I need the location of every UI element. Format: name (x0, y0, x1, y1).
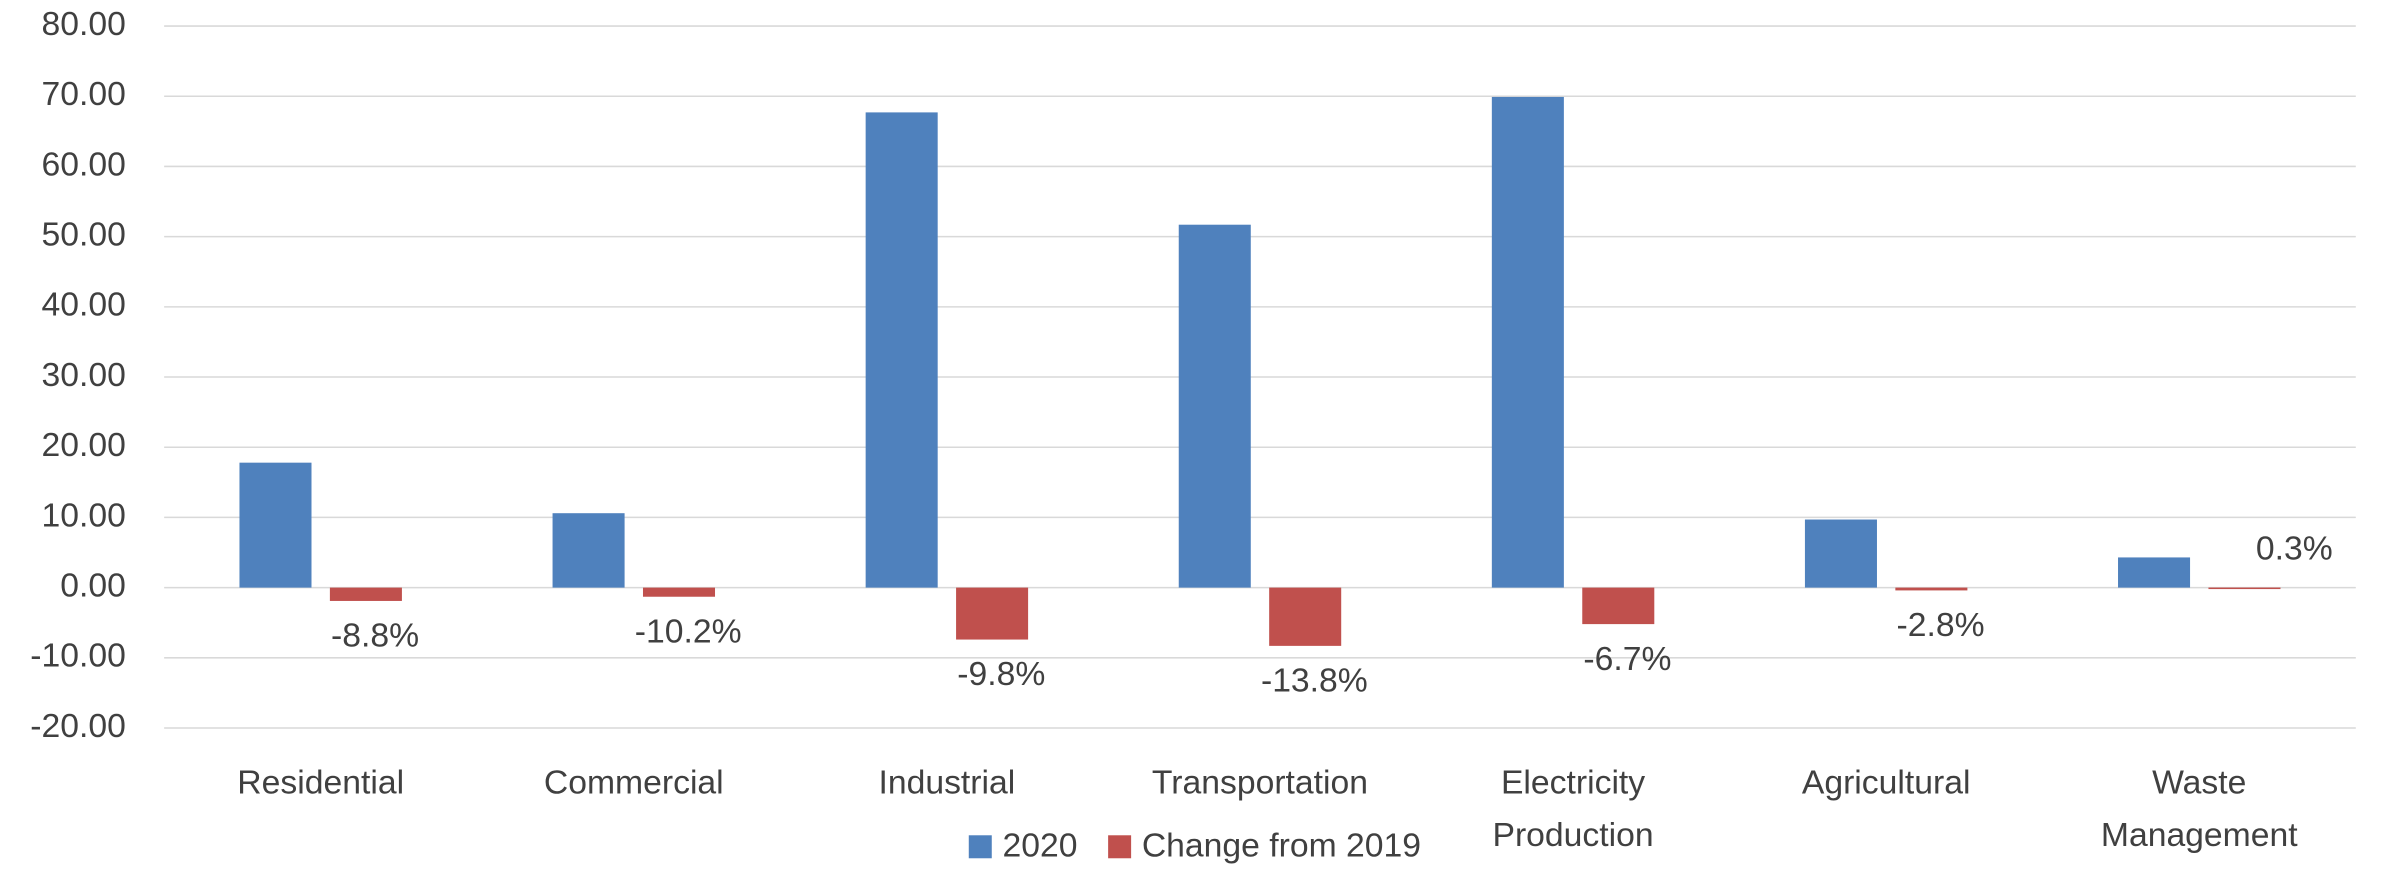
bar-annotation: 0.3% (2256, 530, 2333, 568)
bar (1582, 587, 1655, 625)
y-tick-label: -10.00 (30, 637, 126, 675)
y-tick-label: -20.00 (30, 707, 126, 745)
bar (1895, 587, 1968, 591)
legend-swatch (1108, 835, 1132, 859)
bar-annotation: -10.2% (635, 612, 742, 650)
bar-annotation: -6.7% (1583, 640, 1671, 678)
bar-annotation: -2.8% (1897, 606, 1985, 644)
y-tick-label: 50.00 (41, 216, 125, 254)
bar-annotation: -13.8% (1261, 662, 1368, 700)
bar (1178, 224, 1251, 588)
bar (329, 587, 402, 601)
y-tick-label: 0.00 (60, 567, 126, 605)
x-tick-label-line: Production (1492, 816, 1653, 854)
x-tick-label: Commercial (544, 764, 724, 802)
y-tick-label: 20.00 (41, 426, 125, 464)
bar (956, 587, 1029, 640)
bar (239, 462, 312, 588)
x-tick-label-line: Waste (2152, 764, 2246, 802)
bar (865, 112, 938, 588)
x-tick-label: Industrial (878, 764, 1015, 802)
y-tick-label: 70.00 (41, 75, 125, 113)
x-tick-label: Agricultural (1802, 764, 1971, 802)
y-tick-label: 40.00 (41, 286, 125, 324)
bar (1804, 519, 1877, 588)
x-tick-label-line: Electricity (1501, 764, 1645, 802)
y-tick-label: 30.00 (41, 356, 125, 394)
legend-swatch (968, 835, 992, 859)
x-tick-label: Transportation (1152, 764, 1368, 802)
x-tick-label-line: Management (2101, 816, 2298, 854)
bar-annotation: -8.8% (331, 617, 419, 655)
bar (642, 587, 716, 597)
bar-annotation: -9.8% (957, 655, 1045, 693)
y-tick-label: 80.00 (41, 5, 125, 43)
y-tick-label: 60.00 (41, 145, 125, 183)
y-tick-label: 10.00 (41, 496, 125, 534)
bar (1491, 96, 1564, 588)
bar (552, 513, 625, 588)
x-tick-label: Residential (237, 764, 404, 802)
x-tick-label: Electricity Production (1492, 764, 1653, 854)
bar (1269, 587, 1342, 646)
x-tick-label: Waste Management (2101, 764, 2298, 854)
legend-label: 2020 (1002, 826, 1077, 864)
legend-label: Change from 2019 (1142, 826, 1421, 864)
bar (2208, 587, 2281, 590)
bar (2118, 557, 2191, 588)
